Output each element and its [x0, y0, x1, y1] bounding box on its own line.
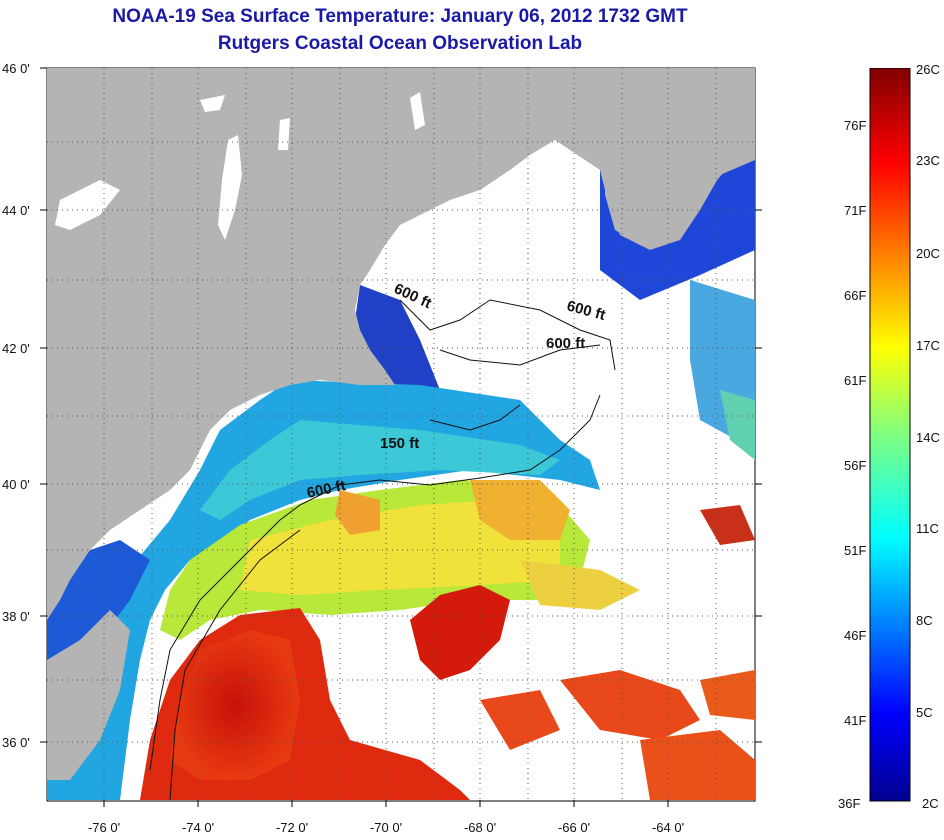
colorbar-f-label: 71F: [844, 203, 867, 218]
colorbar-f-label: 46F: [844, 628, 867, 643]
lat-label: 44 0': [2, 203, 30, 218]
colorbar-c-label: 11C: [916, 521, 939, 536]
contour-label-600ft-3: 600 ft: [546, 335, 585, 352]
lat-label: 42 0': [2, 341, 30, 356]
lon-label: -68 0': [464, 820, 496, 835]
temperature-colorbar: [869, 68, 911, 802]
lon-label: -76 0': [88, 820, 120, 835]
colorbar-f-label: 76F: [844, 118, 867, 133]
lon-label: -74 0': [182, 820, 214, 835]
colorbar-c-label: 20C: [916, 246, 940, 261]
lat-label: 36 0': [2, 735, 30, 750]
colorbar-c-label: 23C: [916, 153, 940, 168]
colorbar-c-label: 2C: [922, 796, 939, 811]
bathymetry-contours: [149, 299, 616, 801]
colorbar-c-label: 26C: [916, 62, 940, 77]
colorbar-c-label: 14C: [916, 430, 940, 445]
lon-label: -64 0': [652, 820, 684, 835]
lon-label: -72 0': [276, 820, 308, 835]
colorbar-f-label: 61F: [844, 373, 867, 388]
colorbar-f-label: 36F: [838, 796, 861, 811]
colorbar-f-label: 66F: [844, 288, 867, 303]
map-title: NOAA-19 Sea Surface Temperature: January…: [112, 6, 688, 27]
colorbar-c-label: 17C: [916, 338, 940, 353]
colorbar-f-label: 41F: [844, 713, 867, 728]
lon-label: -70 0': [370, 820, 402, 835]
axis-ticks: [40, 67, 762, 807]
colorbar-f-label: 51F: [844, 543, 867, 558]
contour-label-150ft: 150 ft: [380, 435, 419, 452]
sst-map: 600 ft 600 ft 600 ft 150 ft 600 ft 46 0'…: [2, 61, 762, 835]
colorbar-c-label: 5C: [916, 705, 933, 720]
lat-label: 46 0': [2, 61, 30, 76]
lon-label: -66 0': [558, 820, 590, 835]
lat-lon-grid: [47, 68, 755, 800]
lat-label: 40 0': [2, 477, 30, 492]
map-subtitle: Rutgers Coastal Ocean Observation Lab: [217, 33, 583, 54]
colorbar-f-label: 56F: [844, 458, 867, 473]
colorbar-c-label: 8C: [916, 613, 933, 628]
colorbar-gradient: [869, 68, 911, 802]
lat-label: 38 0': [2, 609, 30, 624]
